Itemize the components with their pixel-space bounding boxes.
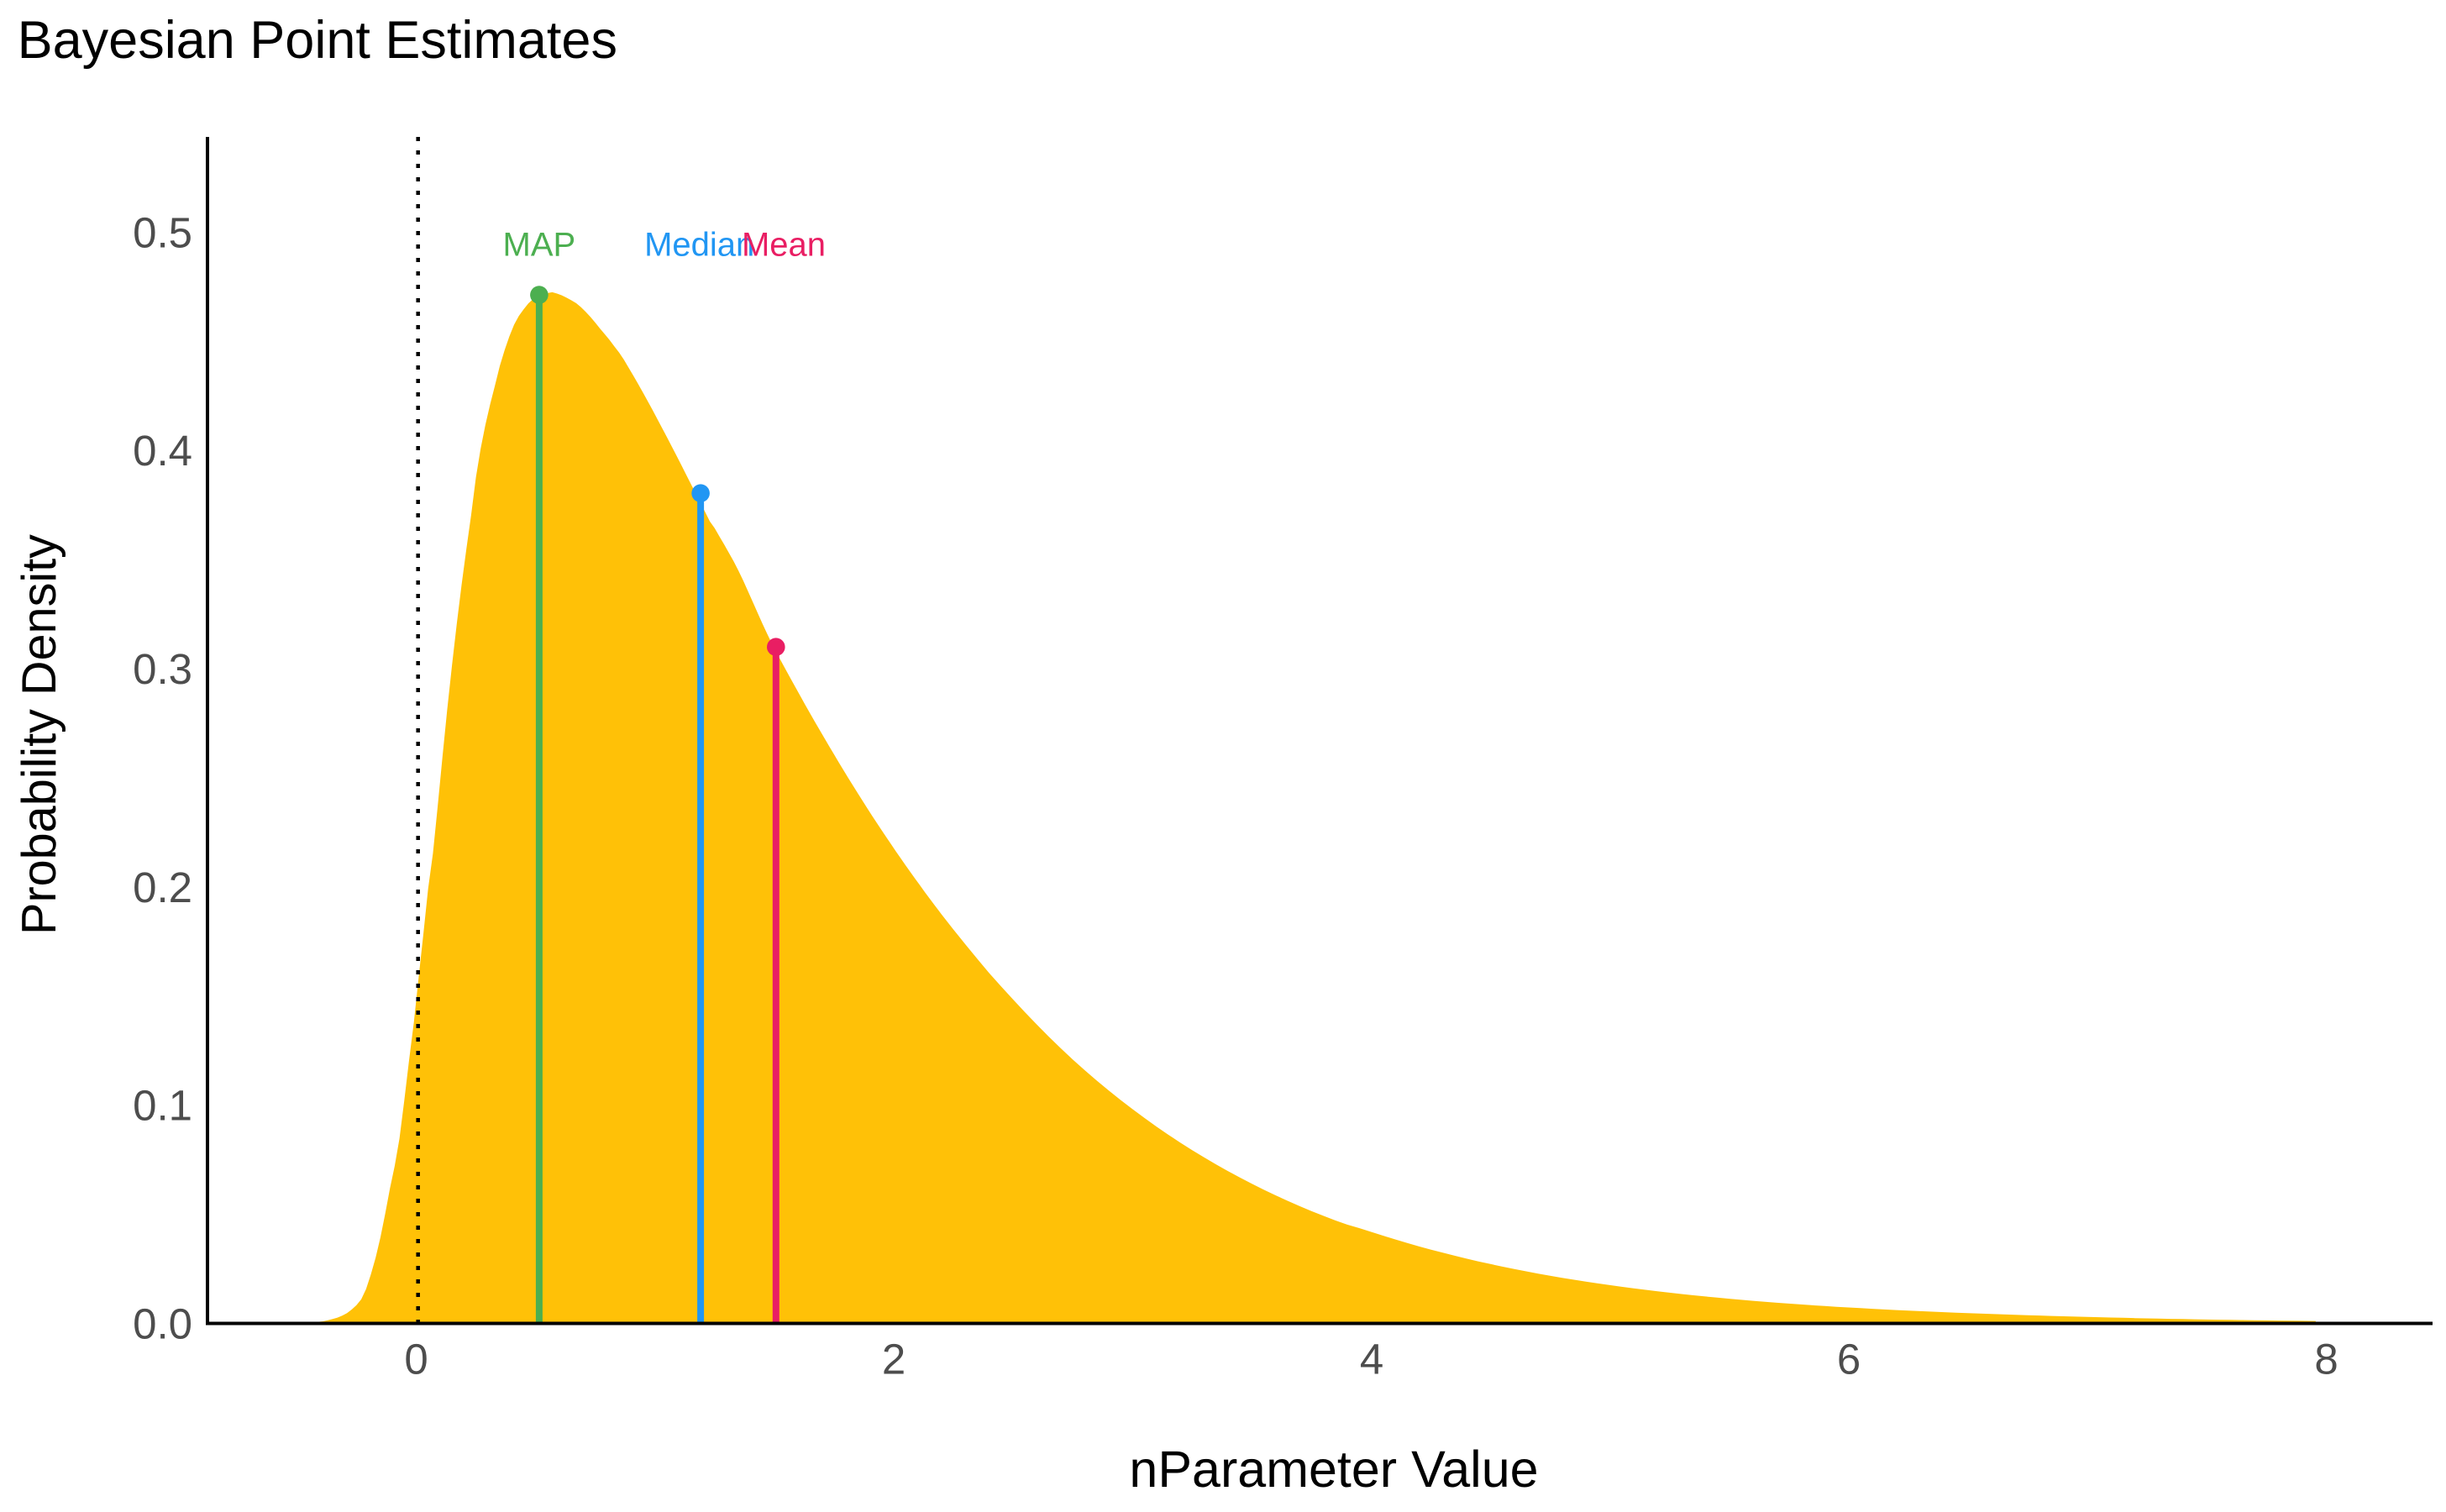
svg-text:0: 0: [404, 1336, 428, 1383]
svg-text:8: 8: [2314, 1336, 2338, 1383]
svg-text:6: 6: [1837, 1336, 1861, 1383]
svg-text:2: 2: [882, 1336, 905, 1383]
svg-text:MAP: MAP: [503, 227, 576, 264]
svg-text:Median: Median: [644, 227, 754, 264]
svg-text:4: 4: [1360, 1336, 1383, 1383]
svg-text:0.4: 0.4: [133, 427, 192, 475]
svg-text:0.0: 0.0: [133, 1299, 192, 1347]
svg-text:Probability Density: Probability Density: [13, 534, 66, 935]
svg-text:0.5: 0.5: [133, 208, 192, 256]
svg-text:nParameter Value: nParameter Value: [1129, 1441, 1538, 1498]
svg-text:0.3: 0.3: [133, 645, 192, 693]
svg-text:Bayesian Point Estimates: Bayesian Point Estimates: [18, 11, 617, 70]
svg-text:0.1: 0.1: [133, 1082, 192, 1130]
svg-text:0.2: 0.2: [133, 864, 192, 911]
svg-text:Mean: Mean: [742, 227, 826, 264]
